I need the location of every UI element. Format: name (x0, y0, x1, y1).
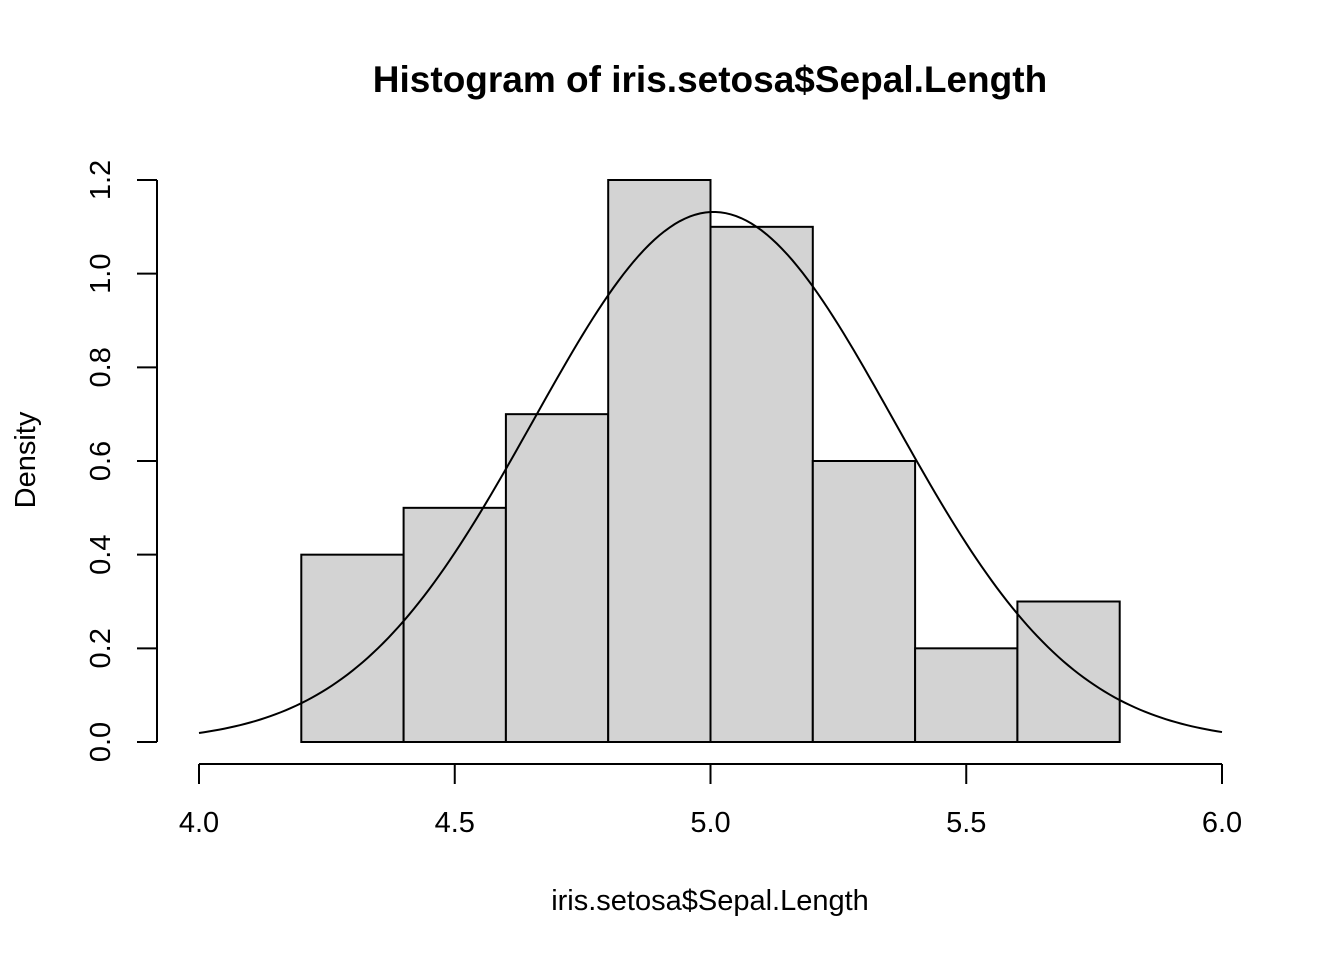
density-curve (198, 210, 1223, 734)
histogram-bars (300, 179, 1121, 744)
y-tick-label-6: 1.0 (85, 254, 117, 294)
x-tick-label-3: 5.0 (690, 807, 730, 839)
chart-title: Histogram of iris.setosa$Sepal.Length (373, 59, 1047, 100)
y-tick-label-3: 0.4 (85, 535, 117, 575)
histogram-bar-8 (1016, 600, 1121, 743)
histogram-bar-4 (607, 179, 712, 743)
histogram-bar-6 (811, 460, 917, 743)
y-tick-label-2: 0.2 (85, 628, 117, 668)
y-tick-label-5: 0.8 (85, 347, 117, 387)
y-tick-label-4: 0.6 (85, 441, 117, 481)
histogram-bar-7 (914, 647, 1019, 743)
x-tick-label-1: 4.0 (179, 807, 219, 839)
y-axis: 0.0 0.2 0.4 0.6 0.8 1.0 1.2 (85, 160, 158, 762)
x-axis: 4.0 4.5 5.0 5.5 6.0 (179, 763, 1242, 839)
histogram-bar-5 (709, 225, 814, 744)
x-axis-label: iris.setosa$Sepal.Length (551, 885, 869, 917)
histogram-bar-3 (504, 413, 610, 743)
y-axis-label: Density (10, 411, 42, 508)
x-tick-label-2: 4.5 (435, 807, 475, 839)
y-tick-label-1: 0.0 (85, 722, 117, 762)
y-tick-label-7: 1.2 (85, 160, 117, 200)
x-tick-label-5: 6.0 (1202, 807, 1242, 839)
histogram-bar-1 (300, 553, 405, 744)
histogram-bar-2 (402, 506, 507, 744)
x-tick-label-4: 5.5 (946, 807, 986, 839)
